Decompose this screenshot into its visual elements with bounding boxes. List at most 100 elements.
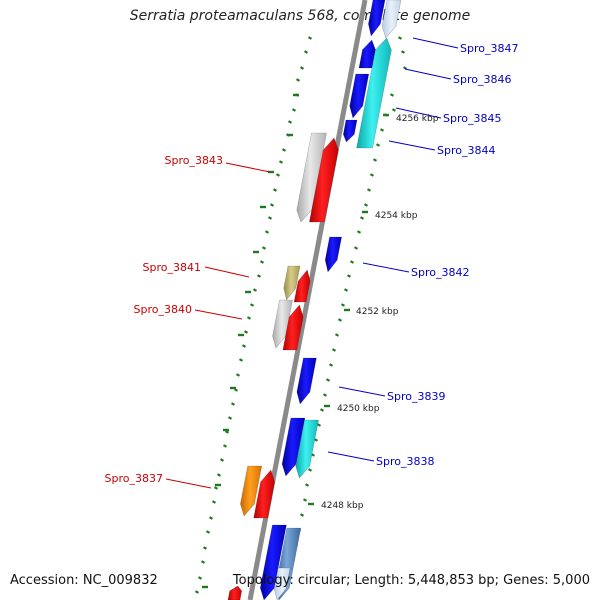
tick-mark xyxy=(379,128,385,132)
gene-label-spro-3840[interactable]: Spro_3840 xyxy=(134,303,192,316)
tick-mark xyxy=(372,158,378,162)
tick-mark xyxy=(346,274,352,278)
gene-label-spro-3844[interactable]: Spro_3844 xyxy=(437,144,495,157)
gene-arrow[interactable] xyxy=(253,469,275,519)
tick-mark xyxy=(353,246,359,250)
tick-mark xyxy=(200,560,206,564)
scale-label-4250-kbp: 4250 kbp xyxy=(337,404,380,414)
gene-arrow[interactable] xyxy=(259,524,287,600)
gene-arrow[interactable] xyxy=(296,132,327,223)
leader-line xyxy=(404,68,452,80)
tick-mark xyxy=(366,188,372,192)
tick-mark xyxy=(275,173,281,177)
tick-mark xyxy=(313,438,319,442)
gene-labels: Spro_3847 Spro_3846 Spro_3845 Spro_3844 … xyxy=(105,42,519,485)
gene-label-spro-3841[interactable]: Spro_3841 xyxy=(143,261,201,274)
tick-mark xyxy=(197,576,203,580)
tick-mark xyxy=(246,316,252,320)
gene-arrow[interactable] xyxy=(368,0,386,37)
tick-mark xyxy=(235,373,241,377)
scale-labels: 4256 kbp 4254 kbp 4252 kbp 4250 kbp 4248… xyxy=(321,114,439,511)
tick-mark xyxy=(208,516,214,520)
tick-mark xyxy=(397,36,403,40)
leader-line xyxy=(327,451,375,462)
tick-mark xyxy=(256,274,262,278)
tick-mark xyxy=(272,188,278,192)
gene-arrow[interactable] xyxy=(342,119,358,143)
tick-mark xyxy=(269,203,275,207)
gene-features[interactable] xyxy=(227,0,402,600)
gene-arrow[interactable] xyxy=(240,465,263,517)
gene-arrow[interactable] xyxy=(349,73,370,119)
leader-line xyxy=(338,386,386,397)
tick-mark xyxy=(205,530,211,534)
tick-mark xyxy=(307,36,313,40)
gene-label-spro-3846[interactable]: Spro_3846 xyxy=(453,73,511,86)
gene-label-spro-3838[interactable]: Spro_3838 xyxy=(376,455,434,468)
tick-mark xyxy=(359,216,365,220)
gene-arrow[interactable] xyxy=(381,0,402,39)
leader-line xyxy=(165,478,212,489)
leader-line xyxy=(388,140,436,151)
gene-label-spro-3839[interactable]: Spro_3839 xyxy=(387,390,445,403)
gene-arrow[interactable] xyxy=(282,304,304,351)
tick-mark xyxy=(261,246,267,250)
tick-mark xyxy=(391,108,397,112)
gene-arrow[interactable] xyxy=(356,37,392,149)
tick-mark xyxy=(243,330,249,334)
tick-mark xyxy=(369,173,375,177)
gene-label-spro-3843[interactable]: Spro_3843 xyxy=(165,154,223,167)
gene-label-spro-3842[interactable]: Spro_3842 xyxy=(411,266,469,279)
tick-mark xyxy=(224,430,230,434)
tick-mark xyxy=(194,590,200,594)
tick-mark xyxy=(400,50,406,54)
tick-mark xyxy=(402,66,408,70)
tick-mark xyxy=(322,393,328,397)
gene-arrow[interactable] xyxy=(273,567,291,600)
tick-mark xyxy=(233,388,239,392)
tick-mark xyxy=(363,203,369,207)
tick-mark xyxy=(219,458,225,462)
tick-mark xyxy=(331,348,337,352)
tick-mark xyxy=(222,444,228,448)
tick-mark xyxy=(278,160,284,164)
tick-mark xyxy=(316,423,322,427)
gene-arrow[interactable] xyxy=(293,269,311,303)
label-leader-lines xyxy=(165,37,459,489)
gene-arrow[interactable] xyxy=(281,417,306,477)
tick-mark xyxy=(216,473,222,477)
scale-label-4254-kbp: 4254 kbp xyxy=(375,211,418,221)
gene-label-spro-3847[interactable]: Spro_3847 xyxy=(460,42,518,55)
tick-mark xyxy=(213,486,219,490)
tick-mark xyxy=(343,288,349,292)
leader-line xyxy=(204,266,250,278)
gene-arrow[interactable] xyxy=(324,236,342,273)
genome-summary-text: Topology: circular; Length: 5,448,853 bp… xyxy=(232,573,590,588)
leader-line xyxy=(194,309,243,320)
gene-label-spro-3845[interactable]: Spro_3845 xyxy=(443,112,501,125)
tick-mark xyxy=(202,546,208,550)
tick-mark xyxy=(230,402,236,406)
tick-mark xyxy=(259,260,265,264)
tick-mark xyxy=(227,416,233,420)
tick-mark xyxy=(304,483,310,487)
gene-arrow[interactable] xyxy=(309,137,339,223)
tick-mark xyxy=(252,288,258,292)
tick-mark xyxy=(356,230,362,234)
gene-arrow[interactable] xyxy=(296,357,317,405)
gene-label-spro-3837[interactable]: Spro_3837 xyxy=(105,472,163,485)
tick-mark xyxy=(319,408,325,412)
gene-arrow[interactable] xyxy=(295,419,319,479)
scale-label-4252-kbp: 4252 kbp xyxy=(356,307,399,317)
gene-arrow[interactable] xyxy=(358,39,376,69)
leader-line xyxy=(362,262,410,273)
gene-arrow[interactable] xyxy=(227,585,243,600)
tick-mark xyxy=(375,143,381,147)
tick-mark xyxy=(299,513,305,517)
leader-line xyxy=(225,162,271,173)
gene-arrow[interactable] xyxy=(283,265,301,301)
gene-arrow[interactable] xyxy=(272,299,293,349)
tick-mark xyxy=(291,108,297,112)
